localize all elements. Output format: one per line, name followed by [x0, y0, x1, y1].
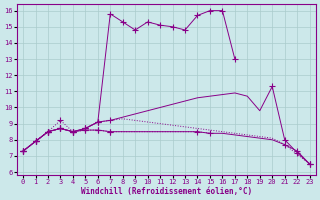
- X-axis label: Windchill (Refroidissement éolien,°C): Windchill (Refroidissement éolien,°C): [81, 187, 252, 196]
